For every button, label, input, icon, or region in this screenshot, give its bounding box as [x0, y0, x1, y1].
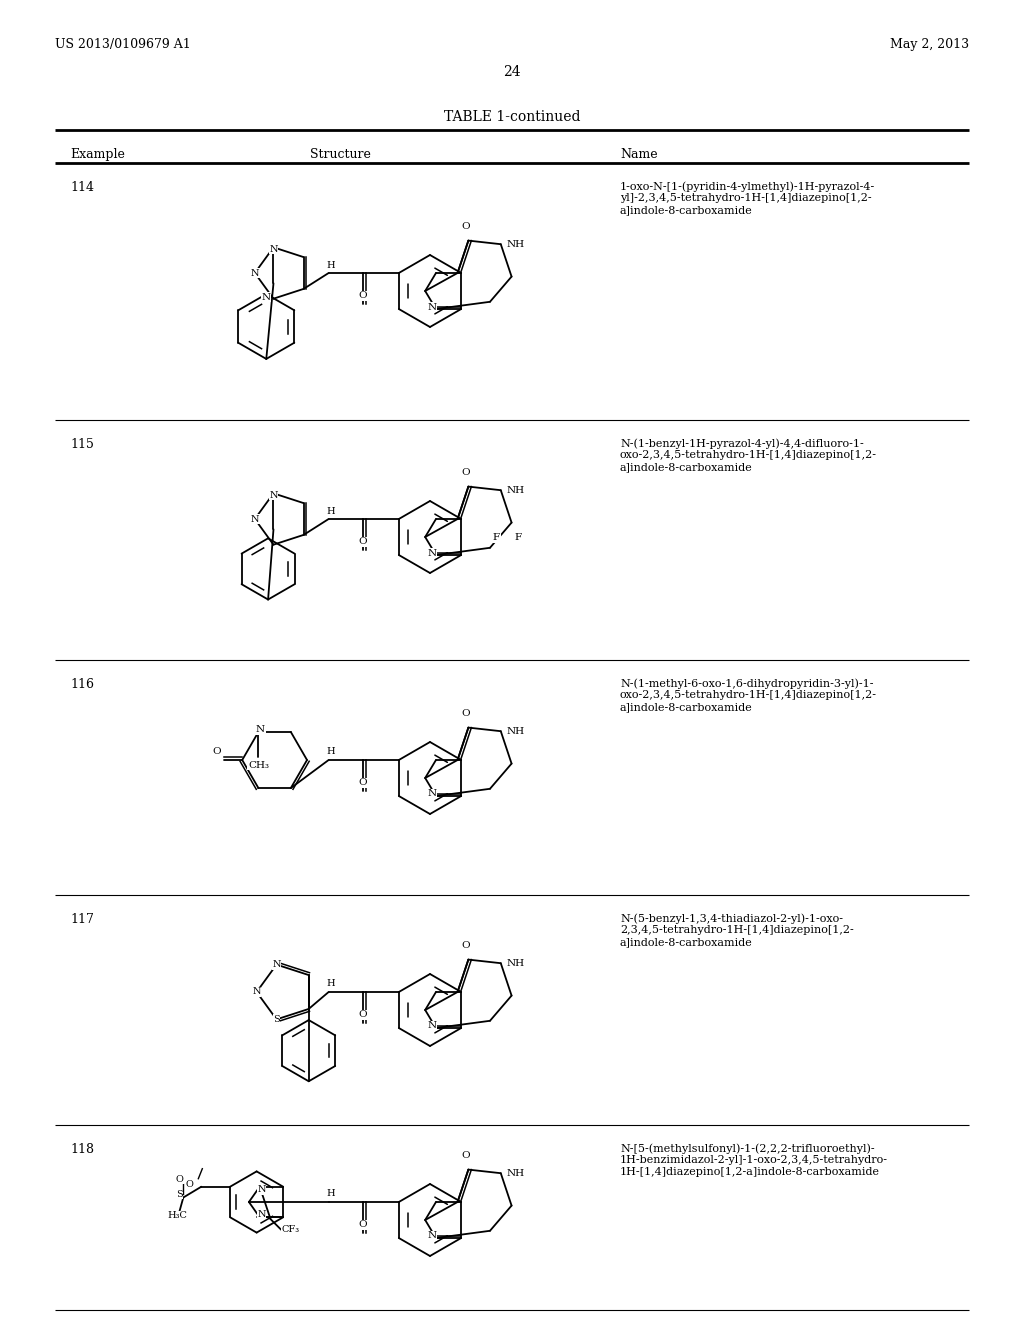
Text: 115: 115 [70, 438, 94, 451]
Text: N: N [427, 1232, 436, 1241]
Text: O: O [358, 1010, 368, 1019]
Text: F: F [493, 533, 500, 543]
Text: H: H [327, 507, 335, 516]
Text: N: N [427, 302, 436, 312]
Text: NH: NH [507, 1168, 525, 1177]
Text: O: O [358, 777, 368, 787]
Text: N-(5-benzyl-1,3,4-thiadiazol-2-yl)-1-oxo-
2,3,4,5-tetrahydro-1H-[1,4]diazepino[1: N-(5-benzyl-1,3,4-thiadiazol-2-yl)-1-oxo… [620, 913, 854, 946]
Text: O: O [461, 222, 470, 231]
Text: N: N [251, 515, 259, 524]
Text: NH: NH [507, 486, 525, 495]
Text: NH: NH [507, 727, 525, 735]
Text: H₃C: H₃C [167, 1210, 187, 1220]
Text: N: N [262, 293, 270, 302]
Text: O: O [358, 292, 368, 300]
Text: S: S [176, 1191, 182, 1199]
Text: O: O [358, 1220, 368, 1229]
Text: H: H [327, 747, 335, 756]
Text: 117: 117 [70, 913, 94, 927]
Text: O: O [461, 1151, 470, 1160]
Text: S: S [273, 1015, 280, 1024]
Text: US 2013/0109679 A1: US 2013/0109679 A1 [55, 38, 190, 51]
Text: N-[5-(methylsulfonyl)-1-(2,2,2-trifluoroethyl)-
1H-benzimidazol-2-yl]-1-oxo-2,3,: N-[5-(methylsulfonyl)-1-(2,2,2-trifluoro… [620, 1143, 888, 1176]
Text: F: F [514, 533, 521, 543]
Text: N-(1-methyl-6-oxo-1,6-dihydropyridin-3-yl)-1-
oxo-2,3,4,5-tetrahydro-1H-[1,4]dia: N-(1-methyl-6-oxo-1,6-dihydropyridin-3-y… [620, 678, 877, 711]
Text: Structure: Structure [309, 148, 371, 161]
Text: N: N [427, 549, 436, 557]
Text: O: O [461, 941, 470, 950]
Text: O: O [175, 1175, 183, 1184]
Text: O: O [185, 1180, 194, 1189]
Text: N: N [251, 268, 259, 277]
Text: H: H [327, 1189, 335, 1199]
Text: TABLE 1-continued: TABLE 1-continued [443, 110, 581, 124]
Text: N: N [257, 1185, 266, 1195]
Text: O: O [461, 469, 470, 477]
Text: N: N [256, 726, 265, 734]
Text: N: N [272, 960, 281, 969]
Text: H: H [327, 979, 335, 989]
Text: CH₃: CH₃ [248, 760, 269, 770]
Text: 114: 114 [70, 181, 94, 194]
Text: 1-oxo-N-[1-(pyridin-4-ylmethyl)-1H-pyrazol-4-
yl]-2,3,4,5-tetrahydro-1H-[1,4]dia: 1-oxo-N-[1-(pyridin-4-ylmethyl)-1H-pyraz… [620, 181, 876, 215]
Text: NH: NH [507, 958, 525, 968]
Text: 116: 116 [70, 678, 94, 690]
Text: Example: Example [70, 148, 125, 161]
Text: 118: 118 [70, 1143, 94, 1156]
Text: H: H [327, 260, 335, 269]
Text: Name: Name [620, 148, 657, 161]
Text: N: N [269, 244, 278, 253]
Text: N: N [427, 1022, 436, 1031]
Text: N: N [252, 987, 261, 997]
Text: O: O [212, 747, 220, 756]
Text: O: O [358, 537, 368, 546]
Text: N: N [427, 789, 436, 799]
Text: May 2, 2013: May 2, 2013 [890, 38, 969, 51]
Text: N-(1-benzyl-1H-pyrazol-4-yl)-4,4-difluoro-1-
oxo-2,3,4,5-tetrahydro-1H-[1,4]diaz: N-(1-benzyl-1H-pyrazol-4-yl)-4,4-difluor… [620, 438, 877, 471]
Text: N: N [257, 1210, 266, 1218]
Text: O: O [461, 709, 470, 718]
Text: 24: 24 [503, 65, 521, 79]
Text: CF₃: CF₃ [282, 1225, 299, 1234]
Text: NH: NH [507, 240, 525, 248]
Text: N: N [269, 491, 278, 500]
